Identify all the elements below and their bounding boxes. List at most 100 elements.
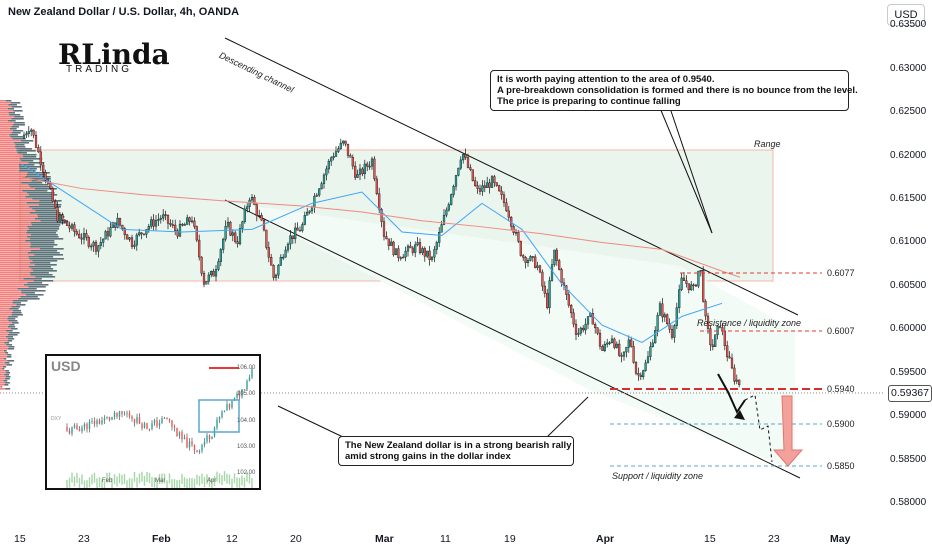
inset-candle-body [206,435,208,442]
level-label: 0.5900 [827,419,855,429]
vp-bar-sell [0,386,2,388]
candle-body [378,193,381,210]
inset-candle-body [208,435,211,440]
candle-body [190,220,194,223]
x-tick-label: 15 [14,533,26,545]
vp-bar-buy [34,218,63,220]
vp-bar-buy [3,350,7,352]
candle-body [150,219,153,227]
level-label: 0.5940 [827,384,855,394]
vp-bar-buy [12,130,24,132]
callout-pointer-top-2 [669,107,713,234]
candle-body [30,129,33,132]
analysis-note-top: It is worth paying attention to the area… [490,70,858,111]
candle-body [505,202,508,212]
vp-bar-sell [0,272,30,274]
candle-body [262,220,266,231]
candle-body [428,250,431,260]
candle-body [394,248,398,256]
inset-volume-bar [193,478,196,489]
candle-body [526,260,530,263]
inset-volume-bar [123,473,126,484]
vp-bar-buy [26,236,59,238]
vp-bar-buy [4,342,10,344]
vp-bar-sell [0,132,12,134]
vp-bar-buy [23,284,49,286]
currency-button[interactable]: USD [887,4,925,26]
candle-body [265,229,268,248]
inset-candle-body [163,418,166,419]
candle-body [385,236,388,240]
vp-bar-buy [5,372,11,374]
vp-bar-sell [0,304,17,306]
vp-bar-buy [2,368,5,370]
inset-volume-bar [106,472,108,483]
candle-body [183,224,186,226]
candle-body [462,154,465,161]
candle-body [49,183,52,189]
candle-body [99,242,102,246]
candle-body [346,143,350,156]
vp-bar-sell [0,204,39,206]
vp-bar-buy [10,102,21,104]
candle-body [430,256,434,260]
candle-body [490,176,494,188]
inset-volume-bar [146,471,148,482]
candle-body [668,323,671,330]
candle-body [286,243,290,251]
candle-body [296,227,299,231]
candle-body [620,355,623,357]
vp-bar-sell [0,268,32,270]
brand-logo: RLinda TRADING [58,38,170,75]
inset-y-tick: 106.00 [237,365,256,372]
vp-bar-buy [21,140,34,142]
vp-bar-buy [7,108,15,110]
candle-body [342,140,345,144]
candle-body [42,164,45,173]
candle-body [615,343,618,348]
vp-bar-sell [0,278,24,280]
inset-volume-bar [76,472,78,483]
candle-body [723,330,726,346]
vp-bar-sell [0,202,27,204]
candle-body [145,229,148,235]
vp-bar-sell [0,120,9,122]
vp-bar-buy [39,200,62,202]
vp-bar-sell [0,284,24,286]
inset-volume-bar [143,475,146,486]
vp-bar-sell [0,258,30,260]
candle-body [92,241,95,247]
vp-bar-buy [30,234,58,236]
vp-bar-sell [0,354,8,356]
inset-volume-bar [81,474,83,485]
candle-body [68,225,71,229]
candle-body [673,325,676,338]
candle-body [702,270,705,302]
vp-bar-buy [12,302,21,304]
candle-body [102,238,105,243]
vp-bar-sell [0,232,27,234]
vp-bar-sell [0,254,35,256]
candle-body [339,142,342,149]
vp-bar-buy [5,388,11,390]
vp-bar-buy [21,160,34,162]
vp-bar-buy [37,216,65,218]
vp-bar-buy [12,310,22,312]
candle-body [478,188,482,192]
inset-candle-body [76,425,78,430]
inset-volume-bar [98,477,101,488]
vp-bar-buy [28,266,51,268]
inset-candle-body [188,441,191,448]
vp-bar-buy [8,120,16,122]
inset-candle-body [78,429,81,432]
candle-body [572,312,575,325]
inset-candle-body [128,412,131,417]
vp-bar-sell [0,126,12,128]
candle-body [246,206,249,210]
candle-body [176,230,179,237]
candle-body [306,212,309,216]
vp-bar-sell [0,178,29,180]
vp-bar-sell [0,356,8,358]
candle-body [452,186,455,195]
